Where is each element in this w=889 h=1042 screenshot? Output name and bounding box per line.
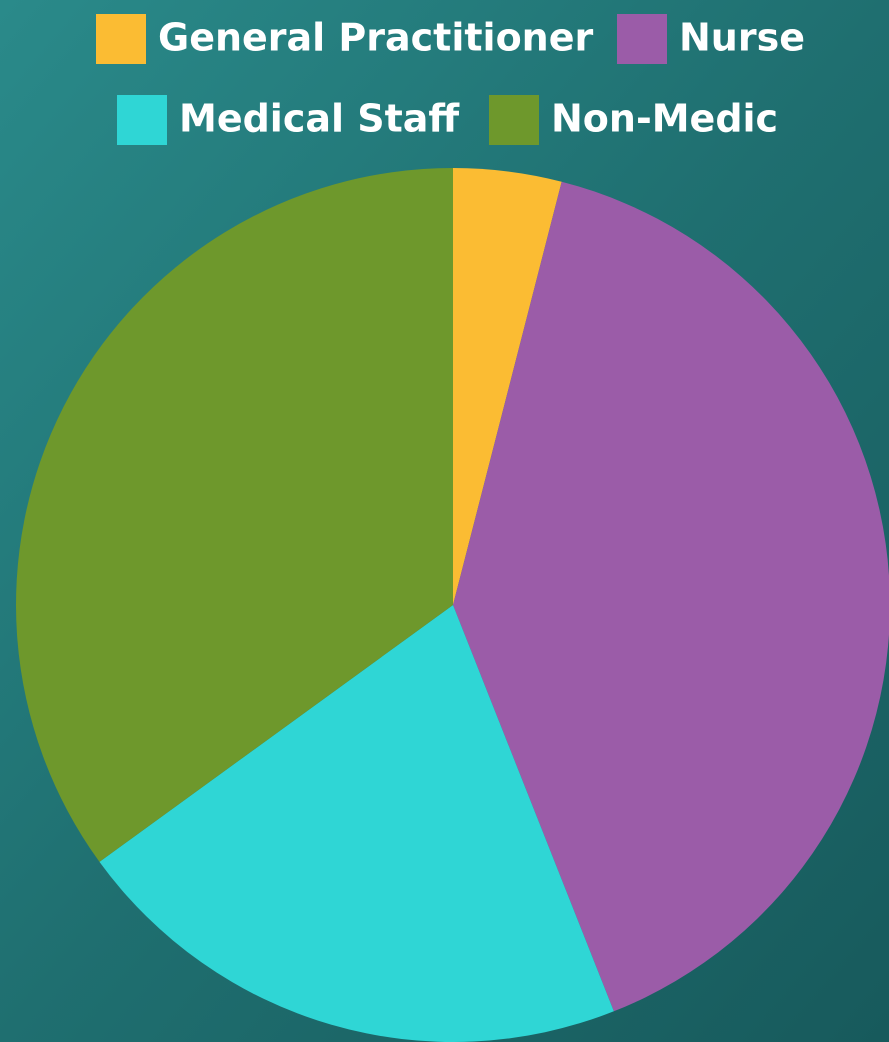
legend-label: Medical Staff	[179, 97, 460, 141]
legend-swatch	[117, 95, 167, 145]
legend-swatch	[489, 95, 539, 145]
legend-label: Nurse	[679, 16, 805, 60]
legend-swatch	[96, 14, 146, 64]
legend-swatch	[617, 14, 667, 64]
chart: General Practitioner Nurse Medical Staff No…	[0, 0, 889, 1042]
legend-label: Non-Medic	[551, 97, 778, 141]
legend-label: General Practitioner	[158, 16, 593, 60]
page: {"chart_data": {"type": "pie", "categori…	[0, 0, 889, 1042]
